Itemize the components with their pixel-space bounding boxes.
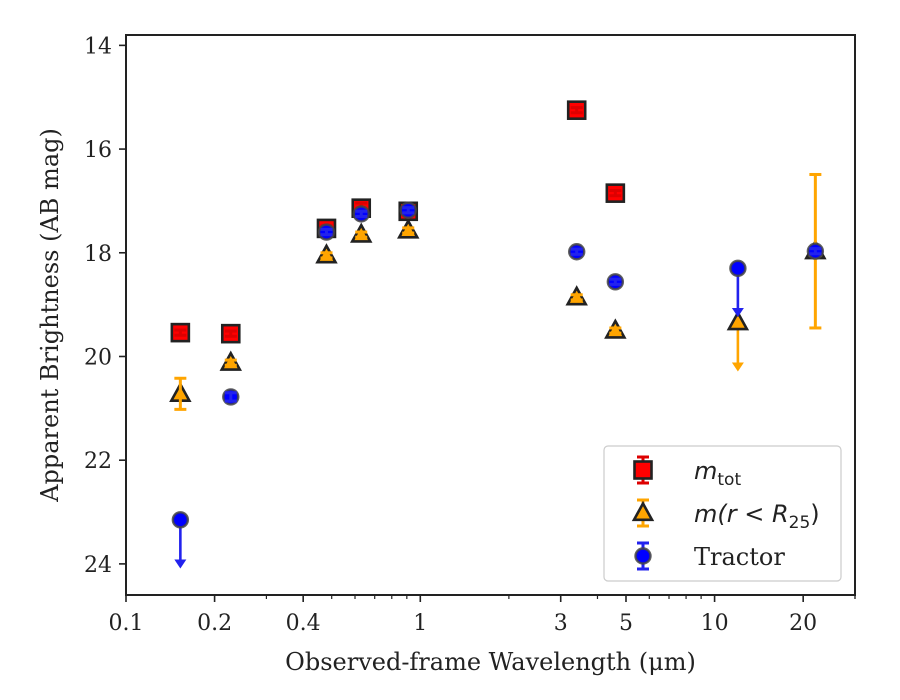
series-tractor bbox=[171, 201, 825, 569]
legend-marker bbox=[634, 547, 652, 565]
error-bar bbox=[402, 226, 415, 235]
error-bar bbox=[355, 209, 368, 218]
error-bar bbox=[355, 230, 368, 239]
plot-frame bbox=[125, 34, 856, 596]
x-tick-label: 10 bbox=[701, 611, 729, 636]
x-axis-label: Observed-frame Wavelength (μm) bbox=[285, 648, 696, 676]
error-bar bbox=[224, 358, 237, 367]
legend-entry: mtot bbox=[633, 455, 741, 490]
legend-label: mtot bbox=[694, 457, 741, 490]
y-tick-label: 14 bbox=[84, 34, 112, 59]
error-bar bbox=[224, 391, 237, 403]
legend-label: Tractor bbox=[694, 543, 785, 571]
legend-box bbox=[603, 445, 842, 582]
x-tick-label: 0.1 bbox=[109, 611, 144, 636]
x-tick-label: 3 bbox=[554, 611, 568, 636]
upper-limit-head bbox=[731, 362, 744, 372]
y-tick-label: 18 bbox=[84, 242, 112, 267]
y-tick-label: 20 bbox=[84, 345, 112, 370]
legend-entry: Tractor bbox=[634, 541, 785, 571]
upper-limit-head bbox=[174, 559, 187, 569]
error-bar bbox=[570, 293, 583, 302]
data-point bbox=[729, 259, 747, 278]
error-bar bbox=[174, 328, 187, 337]
y-axis-label: Apparent Brightness (AB mag) bbox=[36, 128, 64, 503]
x-tick-label: 1 bbox=[413, 611, 427, 636]
error-bar bbox=[224, 329, 237, 338]
error-bar bbox=[809, 247, 822, 256]
y-tick-label: 22 bbox=[84, 449, 112, 474]
error-bar bbox=[570, 247, 583, 256]
error-bar bbox=[609, 189, 622, 198]
legend-label: m(r < R25) bbox=[694, 500, 820, 533]
legend: mtot m(r < R25) Tractor bbox=[603, 445, 842, 582]
error-bar bbox=[320, 251, 333, 260]
series-m-r-r-25 bbox=[169, 172, 827, 411]
data-point bbox=[171, 511, 190, 529]
y-axis-ticks: 14 16 18 20 22 24 bbox=[84, 34, 126, 578]
error-bar bbox=[609, 326, 622, 335]
series-m-tot bbox=[170, 100, 626, 344]
legend-entry: m(r < R25) bbox=[631, 498, 820, 533]
error-bar bbox=[174, 376, 187, 411]
error-bar bbox=[402, 206, 415, 215]
y-tick-label: 24 bbox=[84, 553, 112, 578]
legend-marker bbox=[631, 500, 655, 522]
error-bar bbox=[320, 227, 333, 237]
x-tick-label: 0.2 bbox=[197, 611, 232, 636]
data-point bbox=[726, 310, 750, 331]
plot-marks bbox=[169, 100, 827, 569]
error-bar bbox=[570, 106, 583, 115]
x-tick-label: 0.4 bbox=[286, 611, 321, 636]
x-tick-label: 5 bbox=[619, 611, 633, 636]
error-bar bbox=[609, 277, 622, 286]
legend-marker bbox=[633, 460, 653, 480]
upper-limit-head bbox=[731, 308, 744, 317]
x-tick-label: 20 bbox=[789, 611, 817, 636]
y-tick-label: 16 bbox=[84, 138, 112, 163]
x-axis-ticks: 0.1 0.2 0.4 1 3 5 10 20 bbox=[109, 595, 856, 636]
